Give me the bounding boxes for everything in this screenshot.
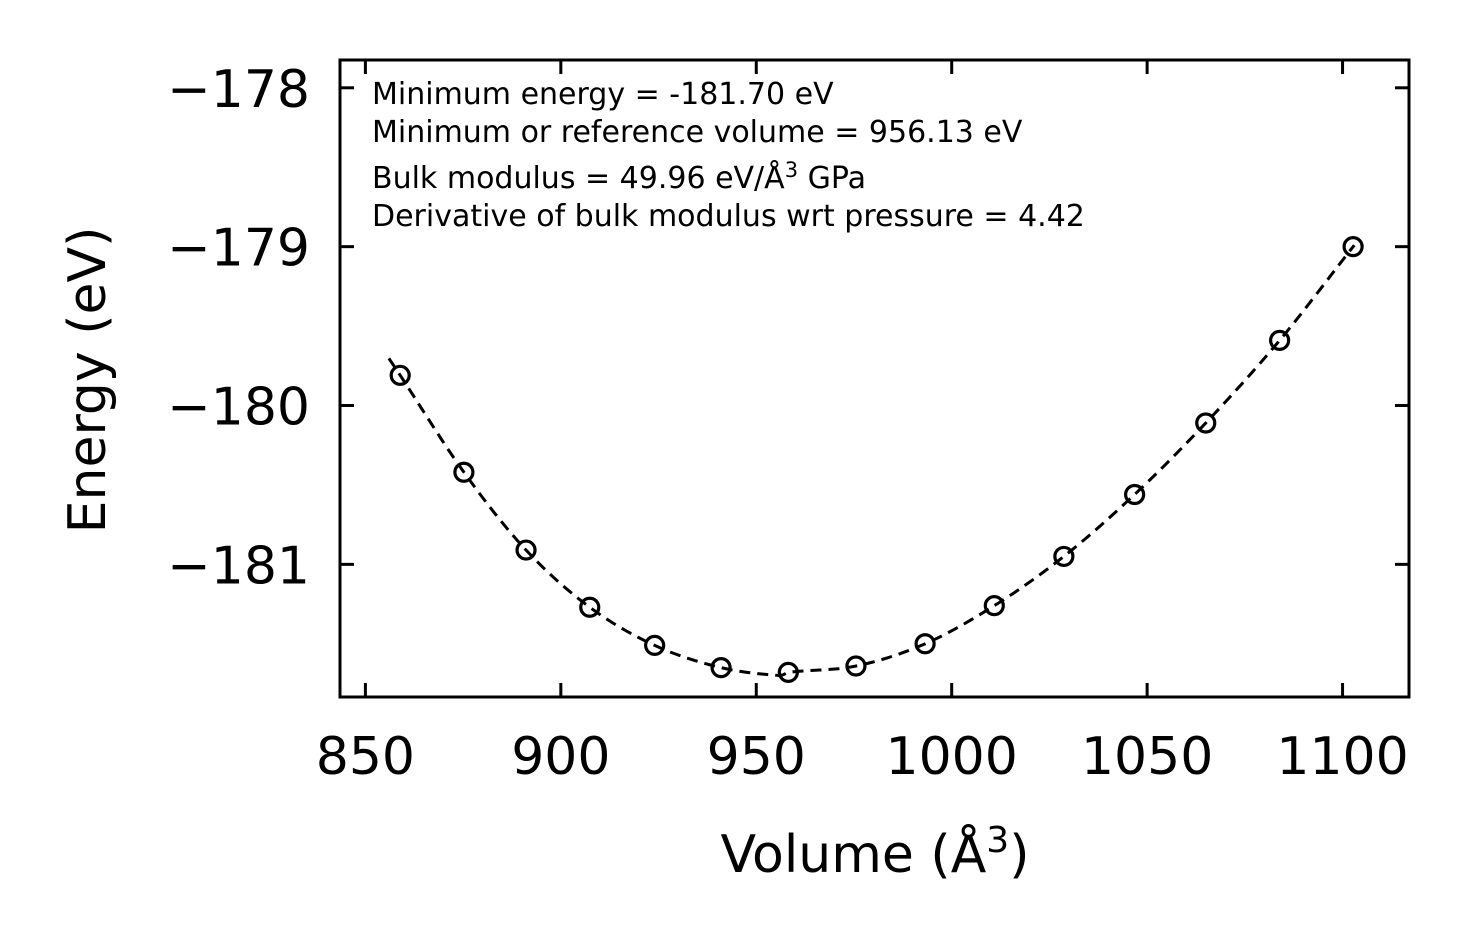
x-tick-label: 1050 (1081, 727, 1213, 787)
data-point (914, 633, 936, 655)
annotation-bulk-derivative: Derivative of bulk modulus wrt pressure … (372, 199, 1085, 234)
ticks-layer: 850 900 950 1000 1050 1100 −178 −179 −180 −181 (167, 60, 1409, 787)
data-point (453, 461, 475, 483)
y-axis-label: Energy (eV) (58, 227, 118, 534)
data-point (515, 539, 537, 561)
data-point (1342, 236, 1364, 258)
annotation-bulk-modulus-sup: 3 (785, 158, 798, 182)
x-tick-label: 1000 (886, 727, 1018, 787)
x-axis-label-end: ) (1009, 825, 1029, 885)
fit-curve (387, 244, 1356, 677)
data-point (1195, 412, 1217, 434)
data-point (389, 364, 411, 386)
annotation-min-energy: Minimum energy = -181.70 eV (372, 77, 834, 112)
x-axis-label-sup: 3 (986, 820, 1009, 861)
fit-curve-layer (387, 244, 1356, 677)
x-axis-label-text: Volume (Å (721, 823, 987, 885)
x-tick-label: 950 (707, 727, 806, 787)
annotation-bulk-modulus: Bulk modulus = 49.96 eV/Å3 GPa (372, 158, 866, 196)
annotation-bulk-modulus-unit: GPa (798, 161, 866, 196)
x-tick-label: 1100 (1276, 727, 1408, 787)
y-tick-label: −178 (167, 60, 310, 120)
x-tick-label: 900 (511, 727, 610, 787)
data-point (644, 634, 666, 656)
data-point (579, 596, 601, 618)
data-point (1269, 329, 1291, 351)
x-axis-label: Volume (Å3) (721, 820, 1030, 885)
data-point (983, 595, 1005, 617)
x-tick-label: 850 (316, 727, 415, 787)
annotation-bulk-modulus-text: Bulk modulus = 49.96 eV/Å (372, 160, 785, 196)
y-tick-label: −181 (167, 536, 310, 596)
plot-frame (338, 58, 1411, 699)
y-tick-label: −180 (167, 378, 310, 438)
data-point (777, 661, 799, 683)
data-point (1124, 483, 1146, 506)
data-point (1053, 545, 1075, 568)
data-point (710, 657, 732, 679)
data-point (845, 655, 867, 677)
y-tick-label: −179 (167, 219, 310, 279)
data-points-layer (389, 236, 1364, 683)
annotation-ref-volume: Minimum or reference volume = 956.13 eV (372, 115, 1023, 150)
